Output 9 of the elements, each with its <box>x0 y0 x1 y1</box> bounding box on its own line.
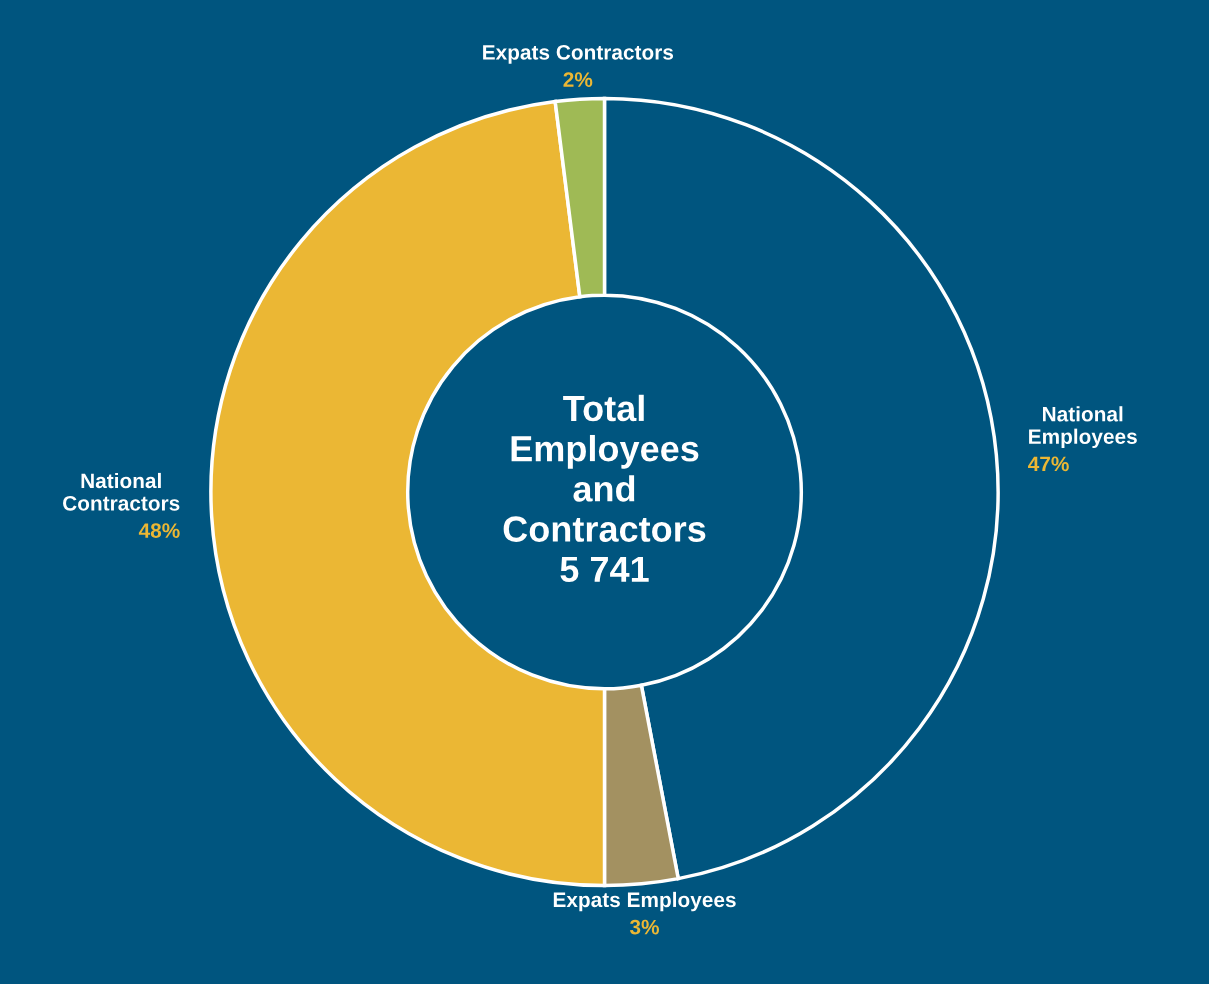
data-label: 2% <box>563 72 593 87</box>
text: Total Employees and Contractors 5 741 <box>503 394 706 583</box>
slice-label: National Contractors <box>63 472 180 511</box>
slice-label: National Employees <box>1029 406 1137 449</box>
slice-label: Expats Employees <box>553 891 736 912</box>
data-label: 48% <box>138 523 180 538</box>
slice-label: Expats Contractors <box>483 44 674 64</box>
data-label: 47% <box>1028 456 1069 472</box>
data-label: 3% <box>629 919 660 935</box>
